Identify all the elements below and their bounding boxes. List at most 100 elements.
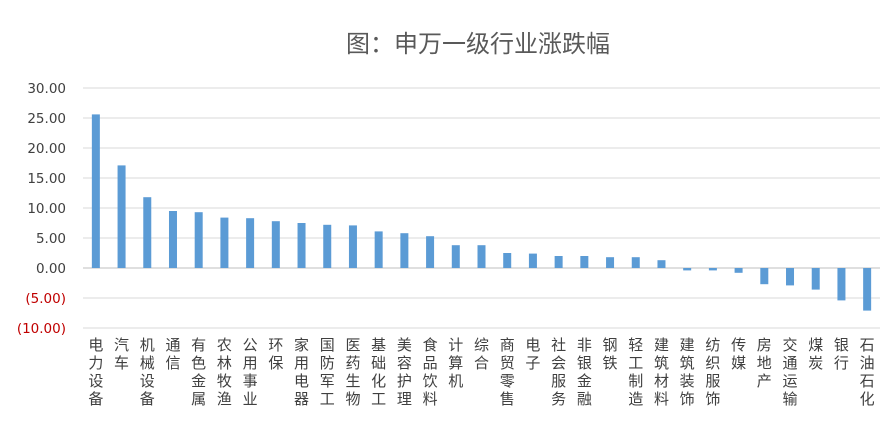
x-tick-label: 护 xyxy=(397,372,412,390)
bar xyxy=(477,245,486,268)
x-tick-label: 综 xyxy=(474,336,489,354)
x-tick-label: 用 xyxy=(294,354,309,372)
x-tick-label: 制 xyxy=(628,372,643,390)
x-tick-label: 工 xyxy=(320,390,335,408)
bar xyxy=(554,256,563,268)
x-tick-label: 医 xyxy=(345,336,360,354)
bar xyxy=(657,260,666,268)
x-tick-label: 基 xyxy=(371,336,386,354)
x-tick-label: 交 xyxy=(783,336,798,354)
bar xyxy=(837,268,846,301)
x-tick-label: 银 xyxy=(577,354,592,372)
x-tick-label: 电 xyxy=(88,336,103,354)
bar xyxy=(246,218,255,268)
x-tick-label: 计 xyxy=(448,336,463,354)
x-tick-label: 石 xyxy=(860,336,875,354)
x-tick-label: 生 xyxy=(345,372,360,390)
x-tick-label: 器 xyxy=(294,390,309,408)
x-tick-label: 保 xyxy=(268,354,283,372)
x-tick-label: 车 xyxy=(114,354,129,372)
bar xyxy=(863,268,872,311)
bar xyxy=(143,197,152,268)
x-tick-label: 信 xyxy=(165,354,180,372)
x-tick-label: 设 xyxy=(88,372,103,390)
x-tick-label: 料 xyxy=(654,390,669,408)
bar xyxy=(503,253,512,268)
bar xyxy=(451,245,460,268)
x-tick-label: 输 xyxy=(783,390,798,408)
x-tick-label: 运 xyxy=(783,372,798,390)
bar xyxy=(91,114,100,269)
y-tick-label: 0.00 xyxy=(36,261,66,277)
x-tick-label: 建 xyxy=(654,336,669,354)
x-tick-label: 铁 xyxy=(603,354,618,372)
x-tick-label: 工 xyxy=(628,354,643,372)
bar xyxy=(117,165,126,268)
x-tick-label: 品 xyxy=(423,354,438,372)
x-tick-label: 家 xyxy=(294,336,309,354)
bar xyxy=(400,233,409,268)
x-tick-label: 社 xyxy=(551,336,566,354)
bar xyxy=(760,268,769,285)
x-tick-label: 色 xyxy=(191,354,206,372)
x-tick-label: 服 xyxy=(551,372,566,390)
x-tick-label: 械 xyxy=(140,354,155,372)
x-tick-label: 美 xyxy=(397,336,412,354)
x-tick-label: 料 xyxy=(423,390,438,408)
bar xyxy=(708,268,717,271)
x-tick-label: 军 xyxy=(320,372,335,390)
bar xyxy=(683,268,692,271)
x-tick-label: 非 xyxy=(577,336,592,354)
x-tick-label: 防 xyxy=(320,354,335,372)
y-tick-label: (10.00) xyxy=(17,321,66,337)
x-tick-label: 油 xyxy=(860,354,875,372)
x-tick-label: 银 xyxy=(834,336,849,354)
x-tick-label: 地 xyxy=(757,354,772,372)
x-tick-label: 汽 xyxy=(114,336,129,354)
bar xyxy=(580,256,589,268)
bar xyxy=(194,212,203,268)
x-axis: 电力设备汽车机械设备通信有色金属农林牧渔公用事业环保家用电器国防军工医药生物基础… xyxy=(88,336,874,408)
chart-title: 图：申万一级行业涨跌幅 xyxy=(346,30,610,58)
x-tick-label: 农 xyxy=(217,336,232,354)
x-tick-label: 造 xyxy=(628,390,643,408)
x-tick-label: 物 xyxy=(345,390,360,408)
x-tick-label: 电 xyxy=(294,372,309,390)
x-tick-label: 用 xyxy=(243,354,258,372)
x-tick-label: 渔 xyxy=(217,390,232,408)
x-tick-label: 环 xyxy=(268,336,283,354)
x-tick-label: 饰 xyxy=(680,390,695,408)
x-tick-label: 备 xyxy=(140,390,155,408)
x-tick-label: 业 xyxy=(243,390,258,408)
x-tick-label: 煤 xyxy=(808,336,823,354)
x-tick-label: 备 xyxy=(88,390,103,408)
x-tick-label: 服 xyxy=(705,372,720,390)
x-tick-label: 通 xyxy=(165,336,180,354)
x-tick-label: 炭 xyxy=(808,354,823,372)
x-tick-label: 贸 xyxy=(500,354,515,372)
x-tick-label: 饮 xyxy=(423,372,438,390)
x-tick-label: 子 xyxy=(525,354,540,372)
x-tick-label: 融 xyxy=(577,390,592,408)
x-tick-label: 药 xyxy=(345,354,360,372)
y-tick-label: 25.00 xyxy=(27,111,66,127)
x-tick-label: 林 xyxy=(217,354,232,372)
bar xyxy=(631,257,640,268)
y-tick-label: 20.00 xyxy=(27,141,66,157)
x-tick-label: 筑 xyxy=(654,354,669,372)
x-tick-label: 饰 xyxy=(705,390,720,408)
x-tick-label: 媒 xyxy=(731,354,746,372)
x-tick-label: 金 xyxy=(577,372,592,390)
x-tick-label: 工 xyxy=(371,390,386,408)
gridlines xyxy=(83,87,880,329)
y-tick-label: 30.00 xyxy=(27,81,66,97)
y-axis: 30.00 25.00 20.00 15.00 10.00 5.00 0.00 (5.00) (… xyxy=(17,81,66,337)
x-tick-label: 公 xyxy=(243,336,258,354)
bar xyxy=(297,223,306,268)
x-tick-label: 有 xyxy=(191,336,206,354)
x-tick-label: 电 xyxy=(525,336,540,354)
bar xyxy=(348,225,357,268)
y-tick-label: (5.00) xyxy=(25,291,66,307)
x-tick-label: 传 xyxy=(731,336,746,354)
x-tick-label: 石 xyxy=(860,372,875,390)
